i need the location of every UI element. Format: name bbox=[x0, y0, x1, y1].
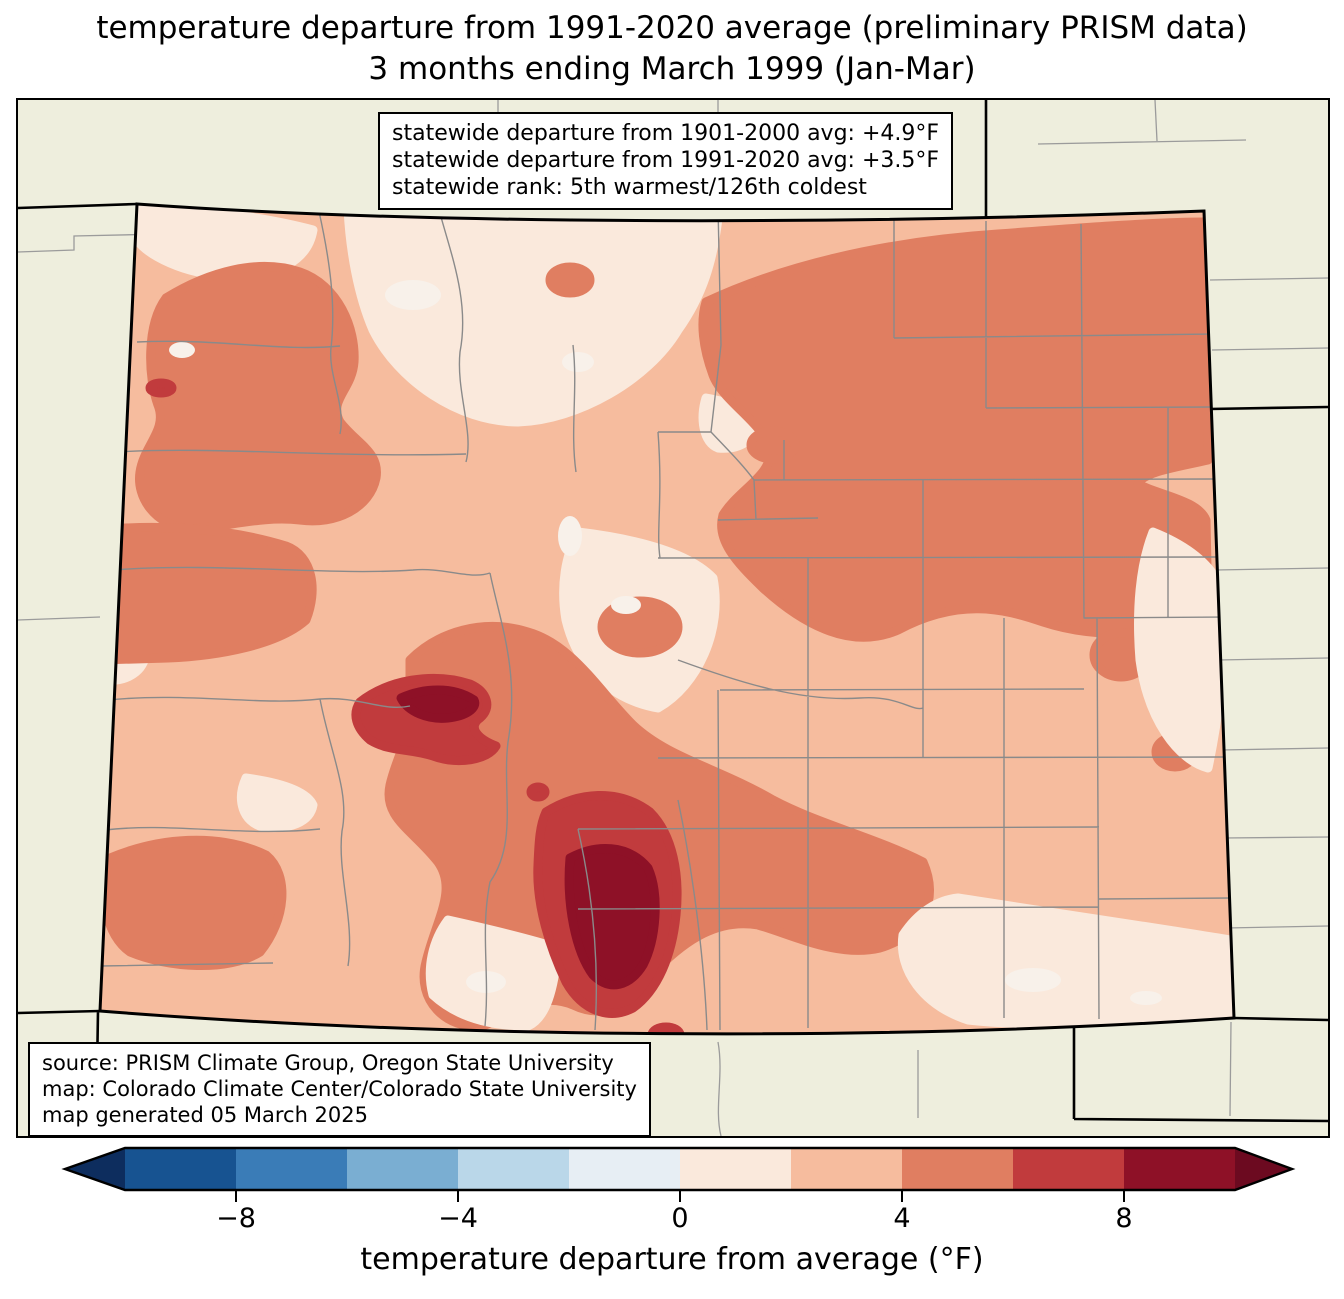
colorbar-bin-2 bbox=[347, 1148, 458, 1190]
colorbar-bin-4 bbox=[569, 1148, 680, 1190]
colorbar-bin-1 bbox=[236, 1148, 347, 1190]
stats-line-2: statewide departure from 1991-2020 avg: … bbox=[392, 148, 940, 173]
title-line-1: temperature departure from 1991-2020 ave… bbox=[96, 10, 1248, 46]
colorbar-tick-label-m8: −8 bbox=[216, 1203, 256, 1234]
colorbar-outline bbox=[61, 1146, 1296, 1192]
colorado-state-border bbox=[98, 202, 1236, 1036]
fill-near-zero-spots bbox=[169, 280, 1162, 1005]
colorbar-bin-9 bbox=[1124, 1148, 1235, 1190]
county-lines bbox=[100, 205, 1231, 1031]
colorado-anomaly-map bbox=[18, 100, 1328, 1136]
colorbar-bin-7 bbox=[902, 1148, 1013, 1190]
source-line-3: map generated 05 March 2025 bbox=[42, 1103, 369, 1127]
colorbar-bin-6 bbox=[791, 1148, 902, 1190]
source-line-1: source: PRISM Climate Group, Oregon Stat… bbox=[42, 1051, 614, 1075]
colorbar-axis-label: temperature departure from average (°F) bbox=[360, 1242, 984, 1277]
colorbar-tick-label-m4: −4 bbox=[438, 1203, 478, 1234]
source-box: source: PRISM Climate Group, Oregon Stat… bbox=[28, 1042, 651, 1137]
colorbar-over-arrow bbox=[1235, 1148, 1292, 1190]
page-title: temperature departure from 1991-2020 ave… bbox=[0, 8, 1344, 90]
colorbar-tick-label-4: 4 bbox=[893, 1203, 911, 1234]
colorbar-tick-label-0: 0 bbox=[671, 1203, 689, 1234]
colorbar-bin-8 bbox=[1013, 1148, 1124, 1190]
fill-bin-8-10-cores bbox=[396, 685, 660, 990]
colorbar-bin-3 bbox=[458, 1148, 569, 1190]
fill-bin-0-2-patches-over bbox=[425, 527, 1234, 1031]
colorbar-ticks bbox=[235, 1190, 1125, 1202]
colorbar bbox=[61, 1146, 1296, 1202]
stats-box: statewide departure from 1901-2000 avg: … bbox=[378, 112, 954, 210]
colorbar-under-arrow bbox=[65, 1148, 125, 1190]
source-line-2: map: Colorado Climate Center/Colorado St… bbox=[42, 1077, 637, 1101]
stats-line-3: statewide rank: 5th warmest/126th coldes… bbox=[392, 175, 867, 200]
colorado-fill-layers bbox=[100, 204, 1234, 1034]
stats-line-1: statewide departure from 1901-2000 avg: … bbox=[392, 121, 940, 146]
colorbar-tick-label-8: 8 bbox=[1115, 1203, 1133, 1234]
title-line-2: 3 months ending March 1999 (Jan-Mar) bbox=[368, 51, 976, 87]
map-frame bbox=[16, 98, 1330, 1138]
colorbar-bin-0 bbox=[125, 1148, 236, 1190]
colorbar-bin-5 bbox=[680, 1148, 791, 1190]
